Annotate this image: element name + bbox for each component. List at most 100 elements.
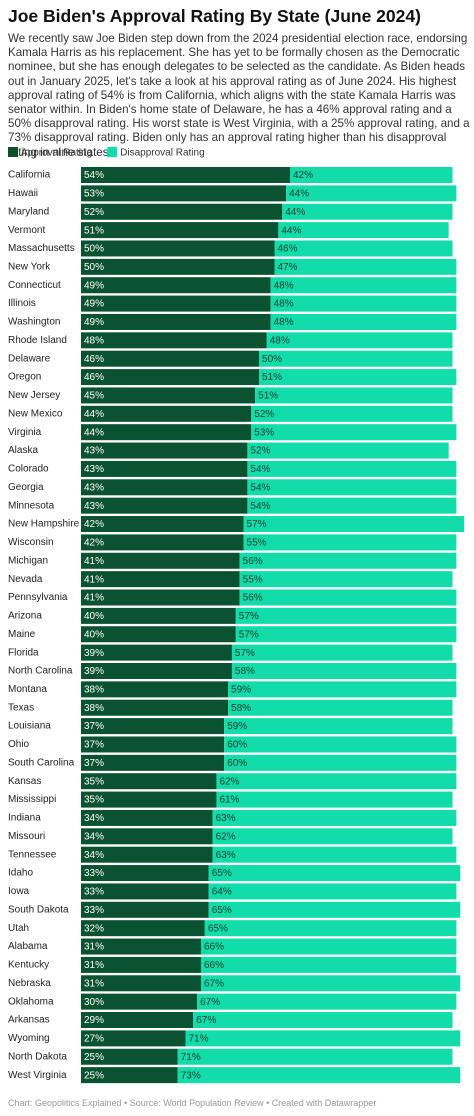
data-label: 51% xyxy=(84,225,104,236)
bar-segment xyxy=(274,240,453,257)
bar-segment xyxy=(81,754,225,771)
y-tick-label: Oregon xyxy=(8,372,41,383)
data-label: 44% xyxy=(84,427,104,438)
data-label: 46% xyxy=(84,372,104,383)
data-label: 52% xyxy=(250,446,270,457)
data-label: 37% xyxy=(84,721,104,732)
data-label: 48% xyxy=(274,299,294,310)
data-label: 49% xyxy=(84,299,104,310)
bar-segment xyxy=(81,424,252,441)
bar-segment xyxy=(270,295,457,312)
bar-segment xyxy=(204,920,457,937)
bar-segment xyxy=(81,589,240,606)
bar-segment xyxy=(81,332,267,349)
data-label: 25% xyxy=(84,1052,104,1063)
y-tick-label: Washington xyxy=(8,317,60,328)
source: Chart: Geopolitics Explained • Source: W… xyxy=(8,1098,377,1108)
y-tick-label: Idaho xyxy=(8,868,33,879)
y-tick-label: Kentucky xyxy=(8,960,49,971)
data-label: 66% xyxy=(204,942,224,953)
bar-segment xyxy=(208,865,461,882)
bar-segment xyxy=(228,699,453,716)
bar-segment xyxy=(81,809,213,826)
data-label: 43% xyxy=(84,501,104,512)
data-label: 31% xyxy=(84,960,104,971)
y-tick-label: Georgia xyxy=(8,482,44,493)
bar-segment xyxy=(81,644,232,661)
y-tick-label: Connecticut xyxy=(8,280,61,291)
data-label: 32% xyxy=(84,923,104,934)
bar-segment xyxy=(208,883,457,900)
bar-segment xyxy=(81,479,248,496)
legend-label: Disapproval Rating xyxy=(120,148,205,159)
y-tick-label: Maryland xyxy=(8,206,49,217)
data-label: 44% xyxy=(281,225,301,236)
bar-segment xyxy=(231,662,457,679)
bar-segment xyxy=(255,387,453,404)
bar-segment xyxy=(259,369,457,386)
bar-segment xyxy=(278,222,449,239)
bar-segment xyxy=(81,516,244,533)
y-tick-label: California xyxy=(8,170,51,181)
data-label: 57% xyxy=(239,629,259,640)
bar-segment xyxy=(282,203,453,220)
y-tick-label: Arizona xyxy=(8,611,42,622)
bar-segment xyxy=(81,828,213,845)
bar-segment xyxy=(81,442,248,459)
y-tick-label: North Dakota xyxy=(8,1051,67,1062)
data-label: 41% xyxy=(84,593,104,604)
y-tick-label: Indiana xyxy=(8,813,41,824)
bar-segment xyxy=(81,938,201,955)
bar-segment xyxy=(81,883,209,900)
bar-segment xyxy=(239,571,453,588)
bar-segment xyxy=(231,644,453,661)
data-label: 50% xyxy=(84,262,104,273)
data-label: 58% xyxy=(231,703,251,714)
chart-title: Joe Biden's Approval Rating By State (Ju… xyxy=(8,6,421,26)
bar-segment xyxy=(247,479,457,496)
bar-segment xyxy=(200,938,457,955)
y-tick-label: Hawaii xyxy=(8,188,38,199)
data-label: 55% xyxy=(243,574,263,585)
data-label: 63% xyxy=(216,850,236,861)
bar-segment xyxy=(81,552,240,569)
data-label: 67% xyxy=(200,997,220,1008)
data-label: 37% xyxy=(84,740,104,751)
y-tick-label: Ohio xyxy=(8,739,30,750)
data-label: 34% xyxy=(84,850,104,861)
data-label: 25% xyxy=(84,1070,104,1081)
data-label: 43% xyxy=(84,482,104,493)
data-label: 65% xyxy=(212,868,232,879)
data-label: 39% xyxy=(84,648,104,659)
data-label: 67% xyxy=(204,978,224,989)
y-tick-label: Rhode Island xyxy=(8,335,67,346)
bar-segment xyxy=(243,534,457,551)
bar-segment xyxy=(81,607,236,624)
y-tick-label: Nevada xyxy=(8,574,43,585)
bar-segment xyxy=(81,1012,194,1029)
bar-segment xyxy=(247,460,457,477)
data-label: 42% xyxy=(84,519,104,530)
data-label: 48% xyxy=(270,335,290,346)
data-label: 59% xyxy=(231,685,251,696)
bar-segment xyxy=(235,607,457,624)
data-label: 43% xyxy=(84,446,104,457)
data-label: 64% xyxy=(212,887,232,898)
bar-segment xyxy=(239,552,457,569)
bar-segment xyxy=(224,754,457,771)
data-label: 57% xyxy=(239,611,259,622)
data-label: 66% xyxy=(204,960,224,971)
y-tick-label: South Dakota xyxy=(8,904,69,915)
bar-segment xyxy=(212,809,457,826)
bar-segment xyxy=(81,699,229,716)
data-label: 41% xyxy=(84,556,104,567)
y-tick-label: Pennsylvania xyxy=(8,592,68,603)
bar-segment xyxy=(81,846,213,863)
data-label: 57% xyxy=(235,648,255,659)
bar-segment xyxy=(81,295,271,312)
bar-segment xyxy=(235,626,457,643)
data-label: 33% xyxy=(84,905,104,916)
bar-segment xyxy=(81,662,232,679)
bar-segment xyxy=(259,350,453,367)
bar-segment xyxy=(243,516,465,533)
